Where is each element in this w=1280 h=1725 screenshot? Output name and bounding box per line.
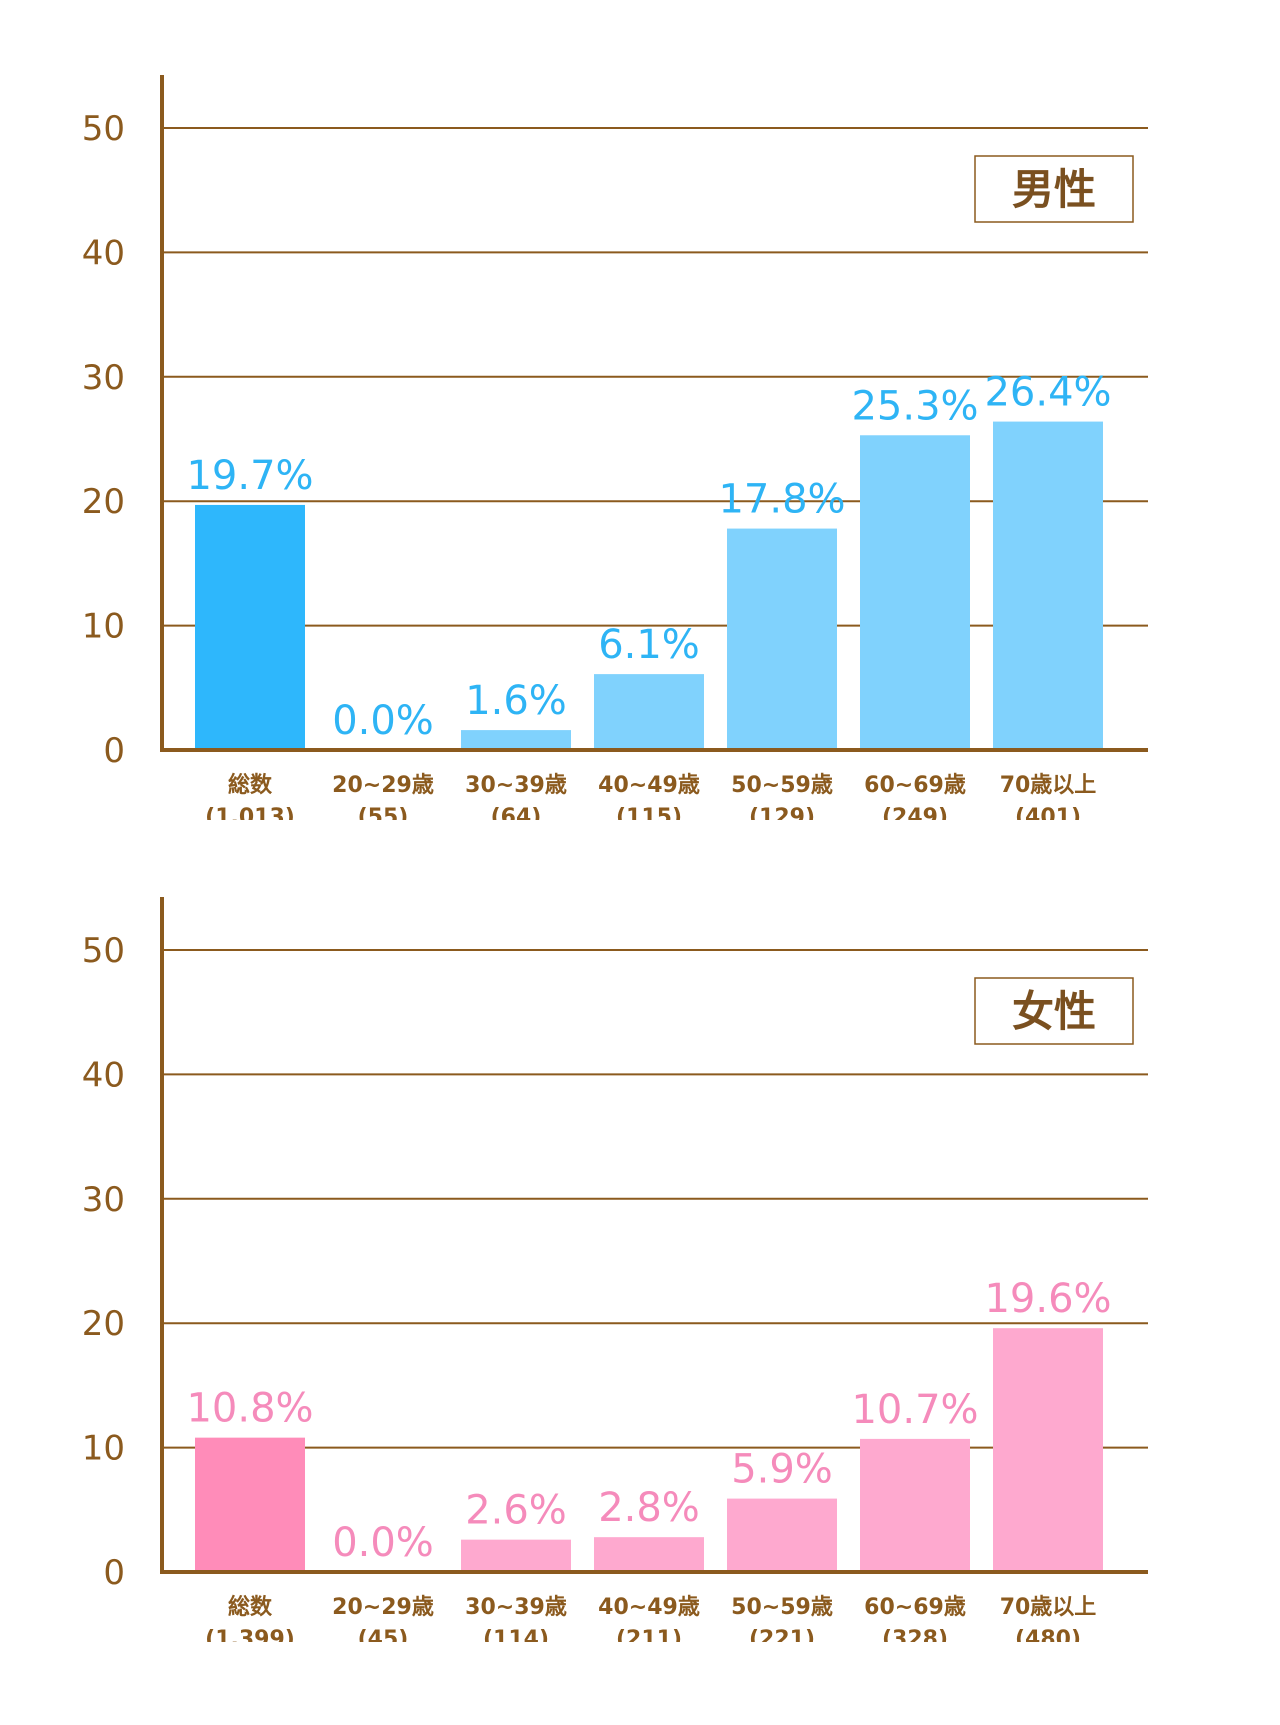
male-bar	[195, 504, 305, 750]
female-legend-badge: 女性	[974, 977, 1134, 1045]
male-legend-badge: 男性	[974, 155, 1134, 223]
male-value-label: 6.1%	[598, 622, 700, 668]
female-category-label: 40~49歳	[598, 1595, 700, 1620]
male-category-label: 60~69歳	[864, 773, 966, 798]
male-category-label: 70歳以上	[1000, 773, 1097, 798]
female-chart-panel: 0 10 20 30 40 50 10.8% 総数 (1,399) 0.0% 20~29歳 (45) 2…	[0, 822, 1280, 1642]
female-ytick-label: 30	[82, 1180, 125, 1220]
female-category-label: 20~29歳	[332, 1595, 434, 1620]
male-count-label: (115)	[616, 805, 682, 820]
male-count-label: (249)	[882, 805, 948, 820]
female-category-label: 総数	[228, 1594, 273, 1620]
female-count-label: (45)	[358, 1627, 409, 1642]
male-count-label: (129)	[749, 805, 815, 820]
male-value-label: 17.8%	[718, 477, 845, 523]
male-badge-box	[974, 155, 1134, 223]
female-count-label: (211)	[616, 1627, 682, 1642]
male-value-label: 26.4%	[984, 370, 1111, 416]
female-count-label: (328)	[882, 1627, 948, 1642]
female-count-label: (480)	[1015, 1627, 1081, 1642]
female-value-label: 10.7%	[851, 1387, 978, 1433]
female-bar	[993, 1328, 1103, 1572]
female-value-label: 0.0%	[332, 1520, 434, 1566]
female-bar	[727, 1498, 837, 1572]
male-ytick-label: 10	[82, 607, 125, 647]
male-bar	[461, 730, 571, 750]
female-value-label: 5.9%	[731, 1447, 833, 1493]
female-bar	[860, 1438, 970, 1572]
male-count-label: (64)	[491, 805, 542, 820]
male-chart-panel: 0 10 20 30 40 50 19.7% 総数 (1,013) 0.0% 20~29歳 (55) 1…	[0, 0, 1280, 820]
male-ytick-label: 20	[82, 482, 125, 522]
female-count-label: (1,399)	[205, 1627, 295, 1642]
female-ytick-label: 40	[82, 1055, 125, 1095]
female-bar-chart: 0 10 20 30 40 50 10.8% 総数 (1,399) 0.0% 20~29歳 (45) 2…	[82, 897, 1148, 1642]
male-ytick-label: 30	[82, 358, 125, 398]
male-count-label: (401)	[1015, 805, 1081, 820]
male-count-label: (1,013)	[205, 805, 295, 820]
female-badge-box	[974, 977, 1134, 1045]
male-bar-chart: 0 10 20 30 40 50 19.7% 総数 (1,013) 0.0% 20~29歳 (55) 1…	[82, 75, 1148, 820]
female-category-label: 60~69歳	[864, 1595, 966, 1620]
male-bar	[594, 674, 704, 750]
male-ytick-label: 40	[82, 233, 125, 273]
female-ytick-label: 0	[103, 1553, 125, 1593]
male-badge-text: 男性	[1012, 165, 1096, 214]
male-category-label: 20~29歳	[332, 773, 434, 798]
female-count-label: (221)	[749, 1627, 815, 1642]
male-value-label: 0.0%	[332, 698, 434, 744]
female-count-label: (114)	[483, 1627, 549, 1642]
female-category-label: 50~59歳	[731, 1595, 833, 1620]
female-category-label: 30~39歳	[465, 1595, 567, 1620]
male-bar	[993, 421, 1103, 750]
female-badge-text: 女性	[1012, 987, 1096, 1036]
male-category-label: 30~39歳	[465, 773, 567, 798]
female-value-label: 2.8%	[598, 1485, 700, 1531]
male-category-label: 総数	[228, 772, 273, 798]
female-bar	[594, 1537, 704, 1572]
male-ytick-label: 50	[82, 109, 125, 149]
female-bar	[195, 1437, 305, 1572]
female-category-label: 70歳以上	[1000, 1595, 1097, 1620]
female-ytick-label: 20	[82, 1304, 125, 1344]
male-bar	[727, 528, 837, 750]
female-bar	[461, 1539, 571, 1572]
male-category-label: 50~59歳	[731, 773, 833, 798]
female-value-label: 19.6%	[984, 1276, 1111, 1322]
female-value-label: 2.6%	[465, 1488, 567, 1534]
male-value-label: 25.3%	[851, 383, 978, 429]
male-value-label: 19.7%	[186, 453, 313, 499]
male-category-label: 40~49歳	[598, 773, 700, 798]
female-ytick-label: 10	[82, 1429, 125, 1469]
male-count-label: (55)	[358, 805, 409, 820]
male-value-label: 1.6%	[465, 678, 567, 724]
male-bar	[860, 435, 970, 750]
female-ytick-label: 50	[82, 931, 125, 971]
male-ytick-label: 0	[103, 731, 125, 771]
female-value-label: 10.8%	[186, 1386, 313, 1432]
